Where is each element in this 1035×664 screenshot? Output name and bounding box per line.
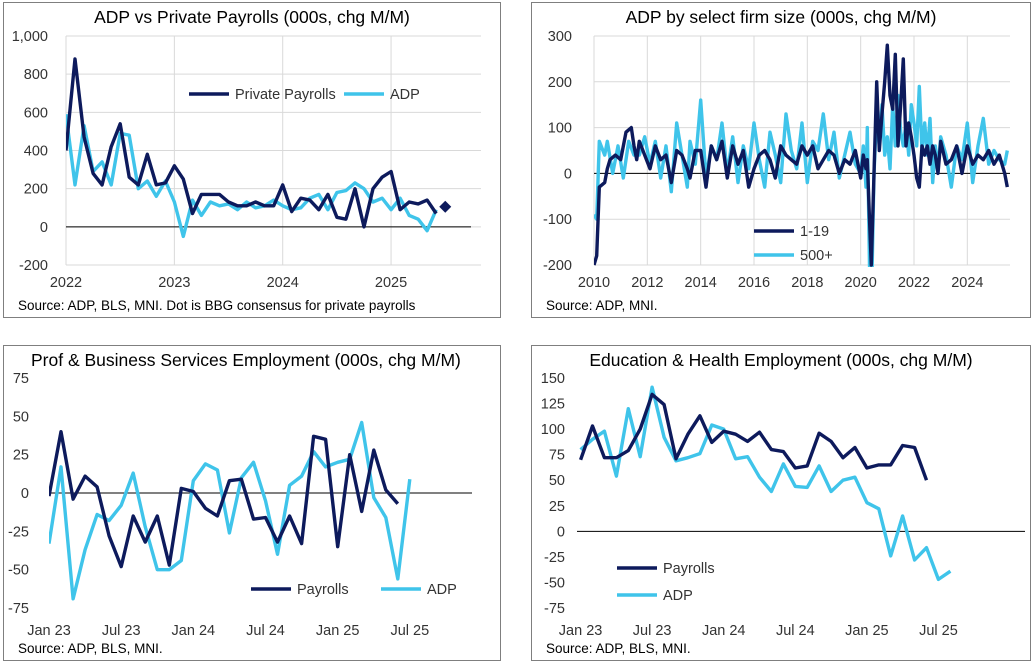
y-tick-label: -100 (543, 212, 572, 228)
y-tick-label: 0 (557, 524, 565, 540)
consensus-diamond-marker (439, 200, 452, 213)
legend-label: Payrolls (663, 561, 715, 577)
x-tick-label: Jul 23 (633, 623, 672, 639)
legend-label: ADP (663, 588, 693, 604)
y-tick-label: 200 (548, 75, 572, 91)
chart-plot: -200 0 200 400 600 800 1,000 2022 2023 2024 2025 Pr… (12, 29, 481, 291)
x-tick-label: 2022 (898, 275, 930, 291)
x-tick-label: 2025 (375, 275, 407, 291)
x-tick-label: Jan 24 (172, 623, 216, 639)
series-line-private-payrolls (66, 57, 438, 229)
chart-plot: -75 -50 -25 0 25 50 75 100 125 150 Jan 23 Jul 23 Jan… (541, 371, 1025, 639)
x-tick-label: Jan 25 (316, 623, 360, 639)
chart-source: Source: ADP, BLS, MNI. (546, 641, 691, 656)
y-tick-label: -50 (544, 575, 565, 591)
y-tick-label: 150 (541, 371, 565, 387)
y-tick-label: -75 (8, 601, 29, 617)
x-tick-label: Jul 25 (390, 623, 429, 639)
x-tick-label: Jan 25 (845, 623, 889, 639)
y-tick-label: 0 (21, 486, 29, 502)
y-tick-label: 75 (549, 448, 565, 464)
x-tick-label: Jan 24 (702, 623, 746, 639)
series-line-adp (579, 385, 952, 582)
series-line-1-19 (594, 43, 1009, 267)
chart-panel-adp-firm-size: ADP by select firm size (000s, chg M/M) … (531, 2, 1031, 318)
legend-label: Payrolls (297, 582, 349, 598)
y-tick-label: -75 (544, 601, 565, 617)
y-tick-label: -50 (8, 563, 29, 579)
chart-source: Source: ADP, BLS, MNI. Dot is BBG consen… (18, 298, 416, 313)
x-tick-label: Jul 25 (919, 623, 958, 639)
x-tick-label: 2024 (951, 275, 983, 291)
y-tick-label: 50 (13, 409, 29, 425)
chart-source: Source: ADP, BLS, MNI. (18, 641, 163, 656)
x-tick-label: Jul 24 (776, 623, 815, 639)
y-tick-label: 0 (564, 166, 572, 182)
legend-label: 500+ (800, 248, 833, 264)
y-tick-label: 600 (24, 105, 48, 121)
x-tick-label: 2023 (158, 275, 190, 291)
x-tick-label: Jan 23 (559, 623, 603, 639)
series-line-payrolls (578, 392, 929, 481)
y-tick-label: 800 (24, 67, 48, 83)
y-tick-label: 25 (549, 499, 565, 515)
series-line-500- (594, 84, 1009, 267)
y-tick-label: 100 (541, 422, 565, 438)
x-tick-label: 2022 (50, 275, 82, 291)
x-tick-label: 2024 (267, 275, 299, 291)
chart-panel-education-health: Education & Health Employment (000s, chg… (531, 345, 1031, 661)
chart-panel-prof-business: Prof & Business Services Employment (000… (3, 345, 501, 661)
y-tick-label: 1,000 (12, 29, 48, 45)
x-tick-label: 2014 (685, 275, 717, 291)
x-tick-label: Jan 23 (27, 623, 71, 639)
y-tick-label: 75 (13, 371, 29, 387)
chart-title: Education & Health Employment (000s, chg… (589, 350, 973, 370)
chart-plot: -75 -50 -25 0 25 50 75 Jan 23 Jul 23 Jan 24 Jul 24… (8, 371, 472, 639)
y-tick-label: -200 (543, 258, 572, 274)
legend-label: ADP (390, 87, 420, 103)
chart-source: Source: ADP, MNI. (546, 298, 658, 313)
y-tick-label: 125 (541, 397, 565, 413)
y-tick-label: 50 (549, 473, 565, 489)
x-tick-label: 2010 (578, 275, 610, 291)
x-tick-label: 2018 (791, 275, 823, 291)
chart-title: ADP by select firm size (000s, chg M/M) (625, 7, 937, 27)
chart-panel-adp-vs-private: ADP vs Private Payrolls (000s, chg M/M) … (3, 2, 501, 318)
y-tick-label: 200 (24, 182, 48, 198)
y-tick-label: 400 (24, 144, 48, 160)
chart-plot: -200 -100 0 100 200 300 2010 2012 2014 2016 2018 20… (543, 29, 1010, 291)
y-tick-label: 100 (548, 121, 572, 137)
y-tick-label: 300 (548, 29, 572, 45)
legend-label: 1-19 (800, 224, 829, 240)
y-tick-label: -25 (8, 524, 29, 540)
x-tick-label: 2016 (738, 275, 770, 291)
legend-label: ADP (427, 582, 457, 598)
chart-title: ADP vs Private Payrolls (000s, chg M/M) (94, 7, 410, 27)
legend-label: Private Payrolls (235, 87, 336, 103)
series-line-payrolls (49, 430, 400, 569)
y-tick-label: 25 (13, 448, 29, 464)
x-tick-label: 2020 (845, 275, 877, 291)
y-tick-label: -200 (19, 258, 48, 274)
chart-title: Prof & Business Services Employment (000… (31, 350, 461, 370)
x-tick-label: 2012 (631, 275, 663, 291)
x-tick-label: Jul 23 (102, 623, 141, 639)
y-tick-label: 0 (40, 220, 48, 236)
x-tick-label: Jul 24 (246, 623, 285, 639)
y-tick-label: -25 (544, 550, 565, 566)
